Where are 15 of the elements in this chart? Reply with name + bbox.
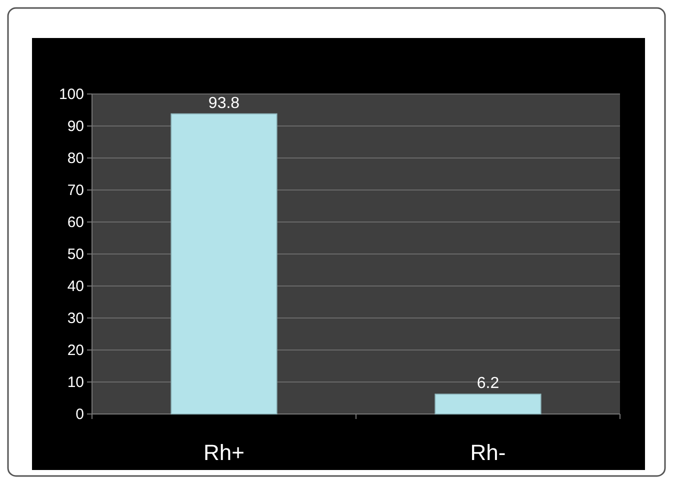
- y-tick-label: 40: [67, 278, 84, 295]
- y-tick-label: 70: [67, 182, 84, 199]
- data-label: 93.8: [208, 94, 240, 112]
- y-tick-label: 20: [67, 342, 84, 359]
- data-label: 6.2: [476, 375, 500, 392]
- y-tick-label: 80: [67, 150, 84, 167]
- y-tick-label: 60: [67, 214, 84, 231]
- y-tick-label: 100: [58, 86, 84, 103]
- y-tick-label: 90: [67, 118, 84, 135]
- y-tick-label: 50: [67, 246, 84, 263]
- x-tick-label: Rh-: [470, 440, 506, 465]
- x-tick-label: Rh+: [204, 440, 244, 465]
- y-tick-label: 10: [67, 374, 84, 391]
- y-tick-label: 30: [67, 310, 84, 327]
- y-tick-label: 0: [76, 406, 84, 423]
